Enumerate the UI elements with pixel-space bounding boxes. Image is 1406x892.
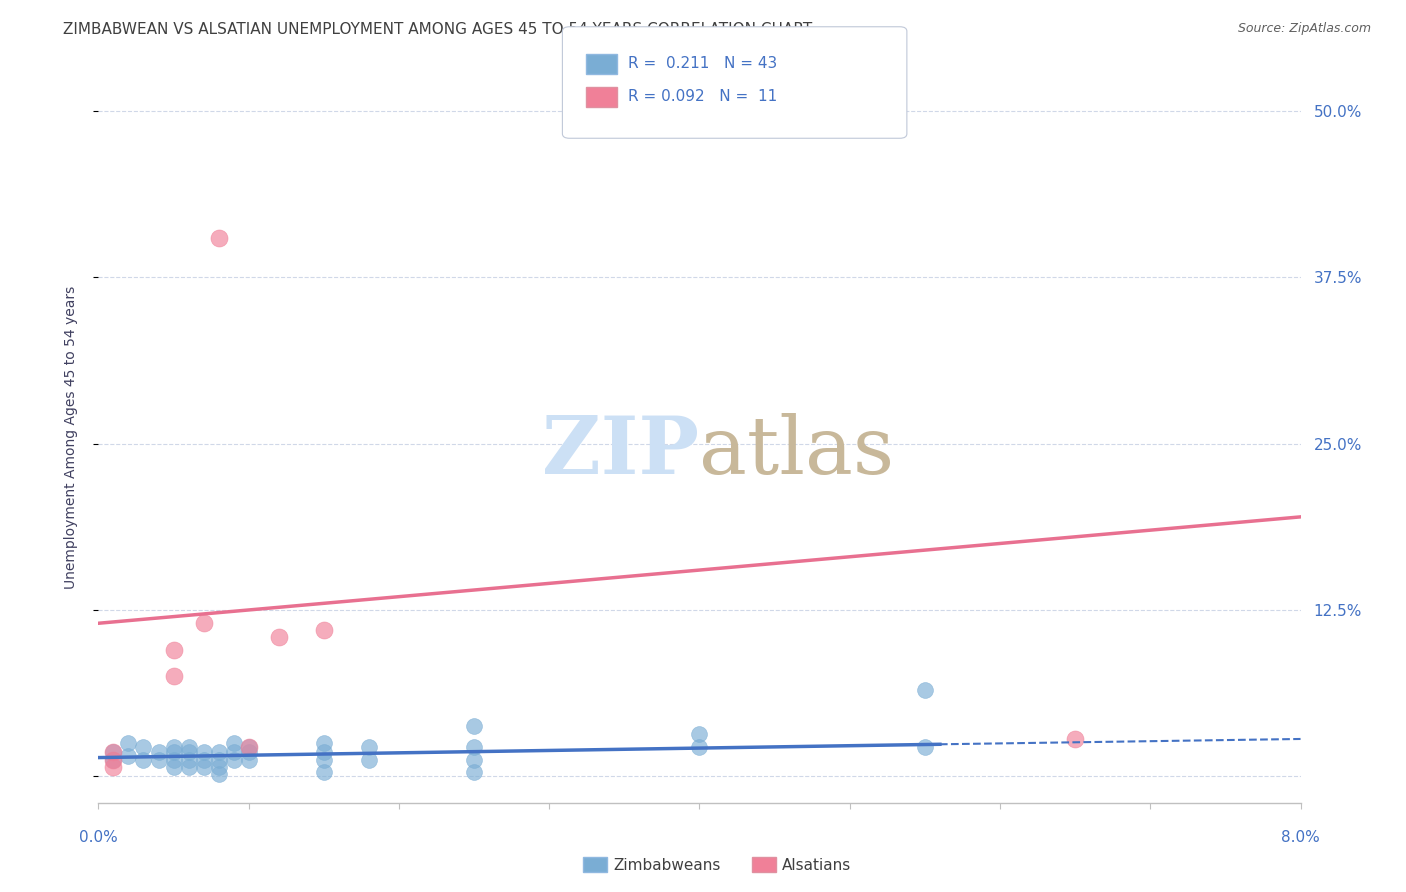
Point xyxy=(463,739,485,754)
Point xyxy=(162,669,184,683)
Point xyxy=(132,753,155,767)
Point xyxy=(208,745,231,759)
Point xyxy=(914,682,936,697)
Point xyxy=(312,745,335,759)
Point xyxy=(148,745,170,759)
Text: Source: ZipAtlas.com: Source: ZipAtlas.com xyxy=(1237,22,1371,36)
Point xyxy=(162,753,184,767)
Point xyxy=(238,739,260,754)
Point xyxy=(463,765,485,780)
Point xyxy=(103,745,125,759)
Point xyxy=(162,745,184,759)
Point xyxy=(312,765,335,780)
Point xyxy=(208,760,231,774)
Text: atlas: atlas xyxy=(700,413,894,491)
Point xyxy=(193,745,215,759)
Point xyxy=(208,766,231,780)
Point xyxy=(208,753,231,767)
Point xyxy=(914,739,936,754)
Text: ZIMBABWEAN VS ALSATIAN UNEMPLOYMENT AMONG AGES 45 TO 54 YEARS CORRELATION CHART: ZIMBABWEAN VS ALSATIAN UNEMPLOYMENT AMON… xyxy=(63,22,813,37)
Text: 8.0%: 8.0% xyxy=(1281,830,1320,845)
Text: 0.0%: 0.0% xyxy=(79,830,118,845)
Point xyxy=(222,736,245,750)
Point xyxy=(238,739,260,754)
Point xyxy=(357,739,380,754)
Point xyxy=(208,230,231,244)
Point xyxy=(193,616,215,631)
Point xyxy=(162,643,184,657)
Point xyxy=(103,760,125,774)
Point xyxy=(689,726,711,740)
Point xyxy=(1064,731,1087,746)
Text: R = 0.092   N =  11: R = 0.092 N = 11 xyxy=(628,89,778,103)
Point xyxy=(463,719,485,733)
Point xyxy=(177,745,200,759)
Point xyxy=(132,739,155,754)
Y-axis label: Unemployment Among Ages 45 to 54 years: Unemployment Among Ages 45 to 54 years xyxy=(63,285,77,589)
Point xyxy=(103,753,125,767)
Point xyxy=(222,753,245,767)
Point xyxy=(689,739,711,754)
Point xyxy=(177,753,200,767)
Text: Alsatians: Alsatians xyxy=(782,858,851,872)
Point xyxy=(238,745,260,759)
Text: ZIP: ZIP xyxy=(543,413,700,491)
Point xyxy=(312,753,335,767)
Point xyxy=(312,736,335,750)
Point xyxy=(103,745,125,759)
Point xyxy=(463,753,485,767)
Point xyxy=(267,630,290,644)
Point xyxy=(177,739,200,754)
Point xyxy=(162,739,184,754)
Point xyxy=(117,736,139,750)
Text: Zimbabweans: Zimbabweans xyxy=(613,858,720,872)
Point xyxy=(238,753,260,767)
Point xyxy=(357,753,380,767)
Point xyxy=(162,760,184,774)
Point xyxy=(103,753,125,767)
Point xyxy=(222,745,245,759)
Point xyxy=(148,753,170,767)
Point xyxy=(193,753,215,767)
Text: R =  0.211   N = 43: R = 0.211 N = 43 xyxy=(628,56,778,70)
Point xyxy=(312,623,335,637)
Point xyxy=(117,749,139,764)
Point xyxy=(193,760,215,774)
Point xyxy=(177,760,200,774)
